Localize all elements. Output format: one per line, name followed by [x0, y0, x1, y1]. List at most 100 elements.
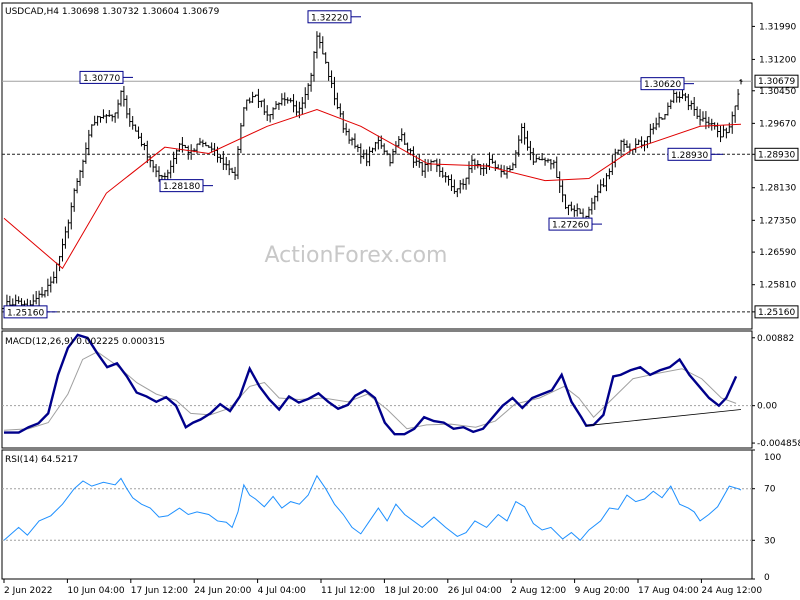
price-bar: [175, 149, 179, 164]
price-bar: [157, 166, 161, 182]
price-bar: [599, 179, 603, 194]
price-bar: [455, 188, 459, 198]
price-axis-marker: 1.28930: [754, 147, 799, 161]
price-bar: [78, 169, 82, 186]
price-bar: [382, 143, 386, 155]
price-bar: [210, 142, 214, 153]
marker-label: 1.28930: [758, 150, 795, 160]
swing-label: 1.30620: [640, 77, 694, 91]
swing-label: 1.25160: [3, 305, 57, 319]
macd-line: [4, 333, 738, 436]
price-bar: [46, 278, 50, 297]
price-bar: [286, 97, 290, 104]
price-bar: [134, 124, 138, 132]
macd-tick-label: -0.004858: [757, 439, 800, 449]
price-bar: [373, 141, 377, 152]
price-bar: [464, 177, 468, 190]
symbol: USDCAD: [5, 7, 44, 17]
price-bar: [461, 178, 465, 190]
price-bar: [84, 142, 88, 164]
price-bar: [248, 97, 252, 104]
price-bar: [736, 89, 740, 111]
price-bar: [75, 178, 79, 194]
price-bar: [245, 99, 249, 111]
price-bar: [590, 197, 594, 215]
price-tick-label: 1.27350: [759, 216, 796, 226]
price-bar: [289, 97, 293, 103]
swing-label-text: 1.25160: [7, 308, 44, 318]
swing-label: 1.28930: [667, 147, 723, 161]
price-bar: [268, 114, 272, 123]
time-tick-label: 24 Aug 12:00: [701, 586, 762, 596]
price-bar: [204, 141, 208, 147]
price-bar: [420, 161, 424, 176]
price-bar: [681, 88, 685, 99]
price-bar: [385, 150, 389, 156]
price-bar: [403, 132, 407, 145]
price-bar: [256, 88, 260, 108]
macd-tick-label: 0.00: [757, 402, 777, 412]
price-bar: [724, 127, 728, 139]
price-panel-frame: [1, 2, 753, 330]
price-bar: [169, 160, 173, 179]
rsi-tick-label: 30: [764, 536, 776, 546]
price-bar: [148, 155, 152, 168]
price-bar: [371, 147, 374, 153]
rsi-tick-label: 70: [764, 485, 776, 495]
price-bar: [397, 136, 401, 147]
price-bar: [376, 135, 380, 150]
rsi-panel-frame: [1, 449, 753, 580]
price-bar: [66, 219, 70, 239]
price-bar: [283, 92, 287, 106]
price-bar: [221, 151, 225, 170]
price-bar: [271, 107, 275, 120]
swing-label-text: 1.28180: [163, 182, 200, 192]
price-bar: [452, 179, 456, 194]
marker-box: [754, 305, 799, 319]
swing-label-text: 1.28930: [671, 151, 708, 161]
price-bar: [441, 167, 445, 178]
price-bar: [625, 140, 629, 148]
price-y-axis: 1.31990 1.31200 1.30450 1.29670 1.28930 1.281…: [752, 22, 799, 319]
price-bar: [335, 92, 339, 110]
price-bar: [508, 165, 512, 172]
swing-label-text: 1.32220: [311, 13, 348, 23]
time-tick-label: 4 Jul 04:00: [258, 586, 307, 596]
price-bar: [406, 142, 410, 154]
price-bar: [561, 180, 565, 203]
price-bar: [34, 290, 38, 305]
price-bar: [107, 110, 111, 117]
price-bar: [365, 149, 369, 167]
swing-label: 1.28180: [159, 179, 213, 193]
rsi-header: RSI(14) 64.5217: [5, 455, 78, 465]
price-bar: [300, 96, 304, 115]
price-bar: [447, 175, 451, 186]
price-bar: [719, 125, 723, 143]
price-bar: [692, 96, 696, 116]
price-axis-marker: 1.30679: [754, 74, 799, 88]
price-bar: [327, 61, 331, 81]
swing-label-text: 1.30770: [83, 74, 120, 84]
price-bar: [721, 125, 725, 138]
price-tick-label: 1.31990: [759, 22, 796, 32]
price-bar: [558, 171, 562, 194]
price-bar: [616, 149, 620, 155]
header-sep-1: ,: [44, 7, 47, 17]
price-bar: [145, 140, 149, 164]
time-tick-label: 2 Jun 2022: [4, 586, 52, 596]
price-bar: [602, 178, 606, 188]
price-bar: [137, 126, 141, 139]
price-bar: [657, 112, 661, 128]
price-bar: [233, 166, 237, 180]
price-bar: [523, 122, 527, 145]
price-bar: [277, 102, 281, 110]
price-bar: [236, 146, 240, 180]
rsi-line: [3, 474, 742, 542]
price-bar: [672, 88, 676, 104]
price-bar: [648, 123, 652, 144]
time-tick-label: 2 Aug 12:00: [511, 586, 566, 596]
price-bar: [218, 154, 222, 163]
price-bar: [604, 173, 608, 192]
marker-box: [754, 74, 799, 88]
time-tick-label: 24 Jun 20:00: [194, 586, 251, 596]
